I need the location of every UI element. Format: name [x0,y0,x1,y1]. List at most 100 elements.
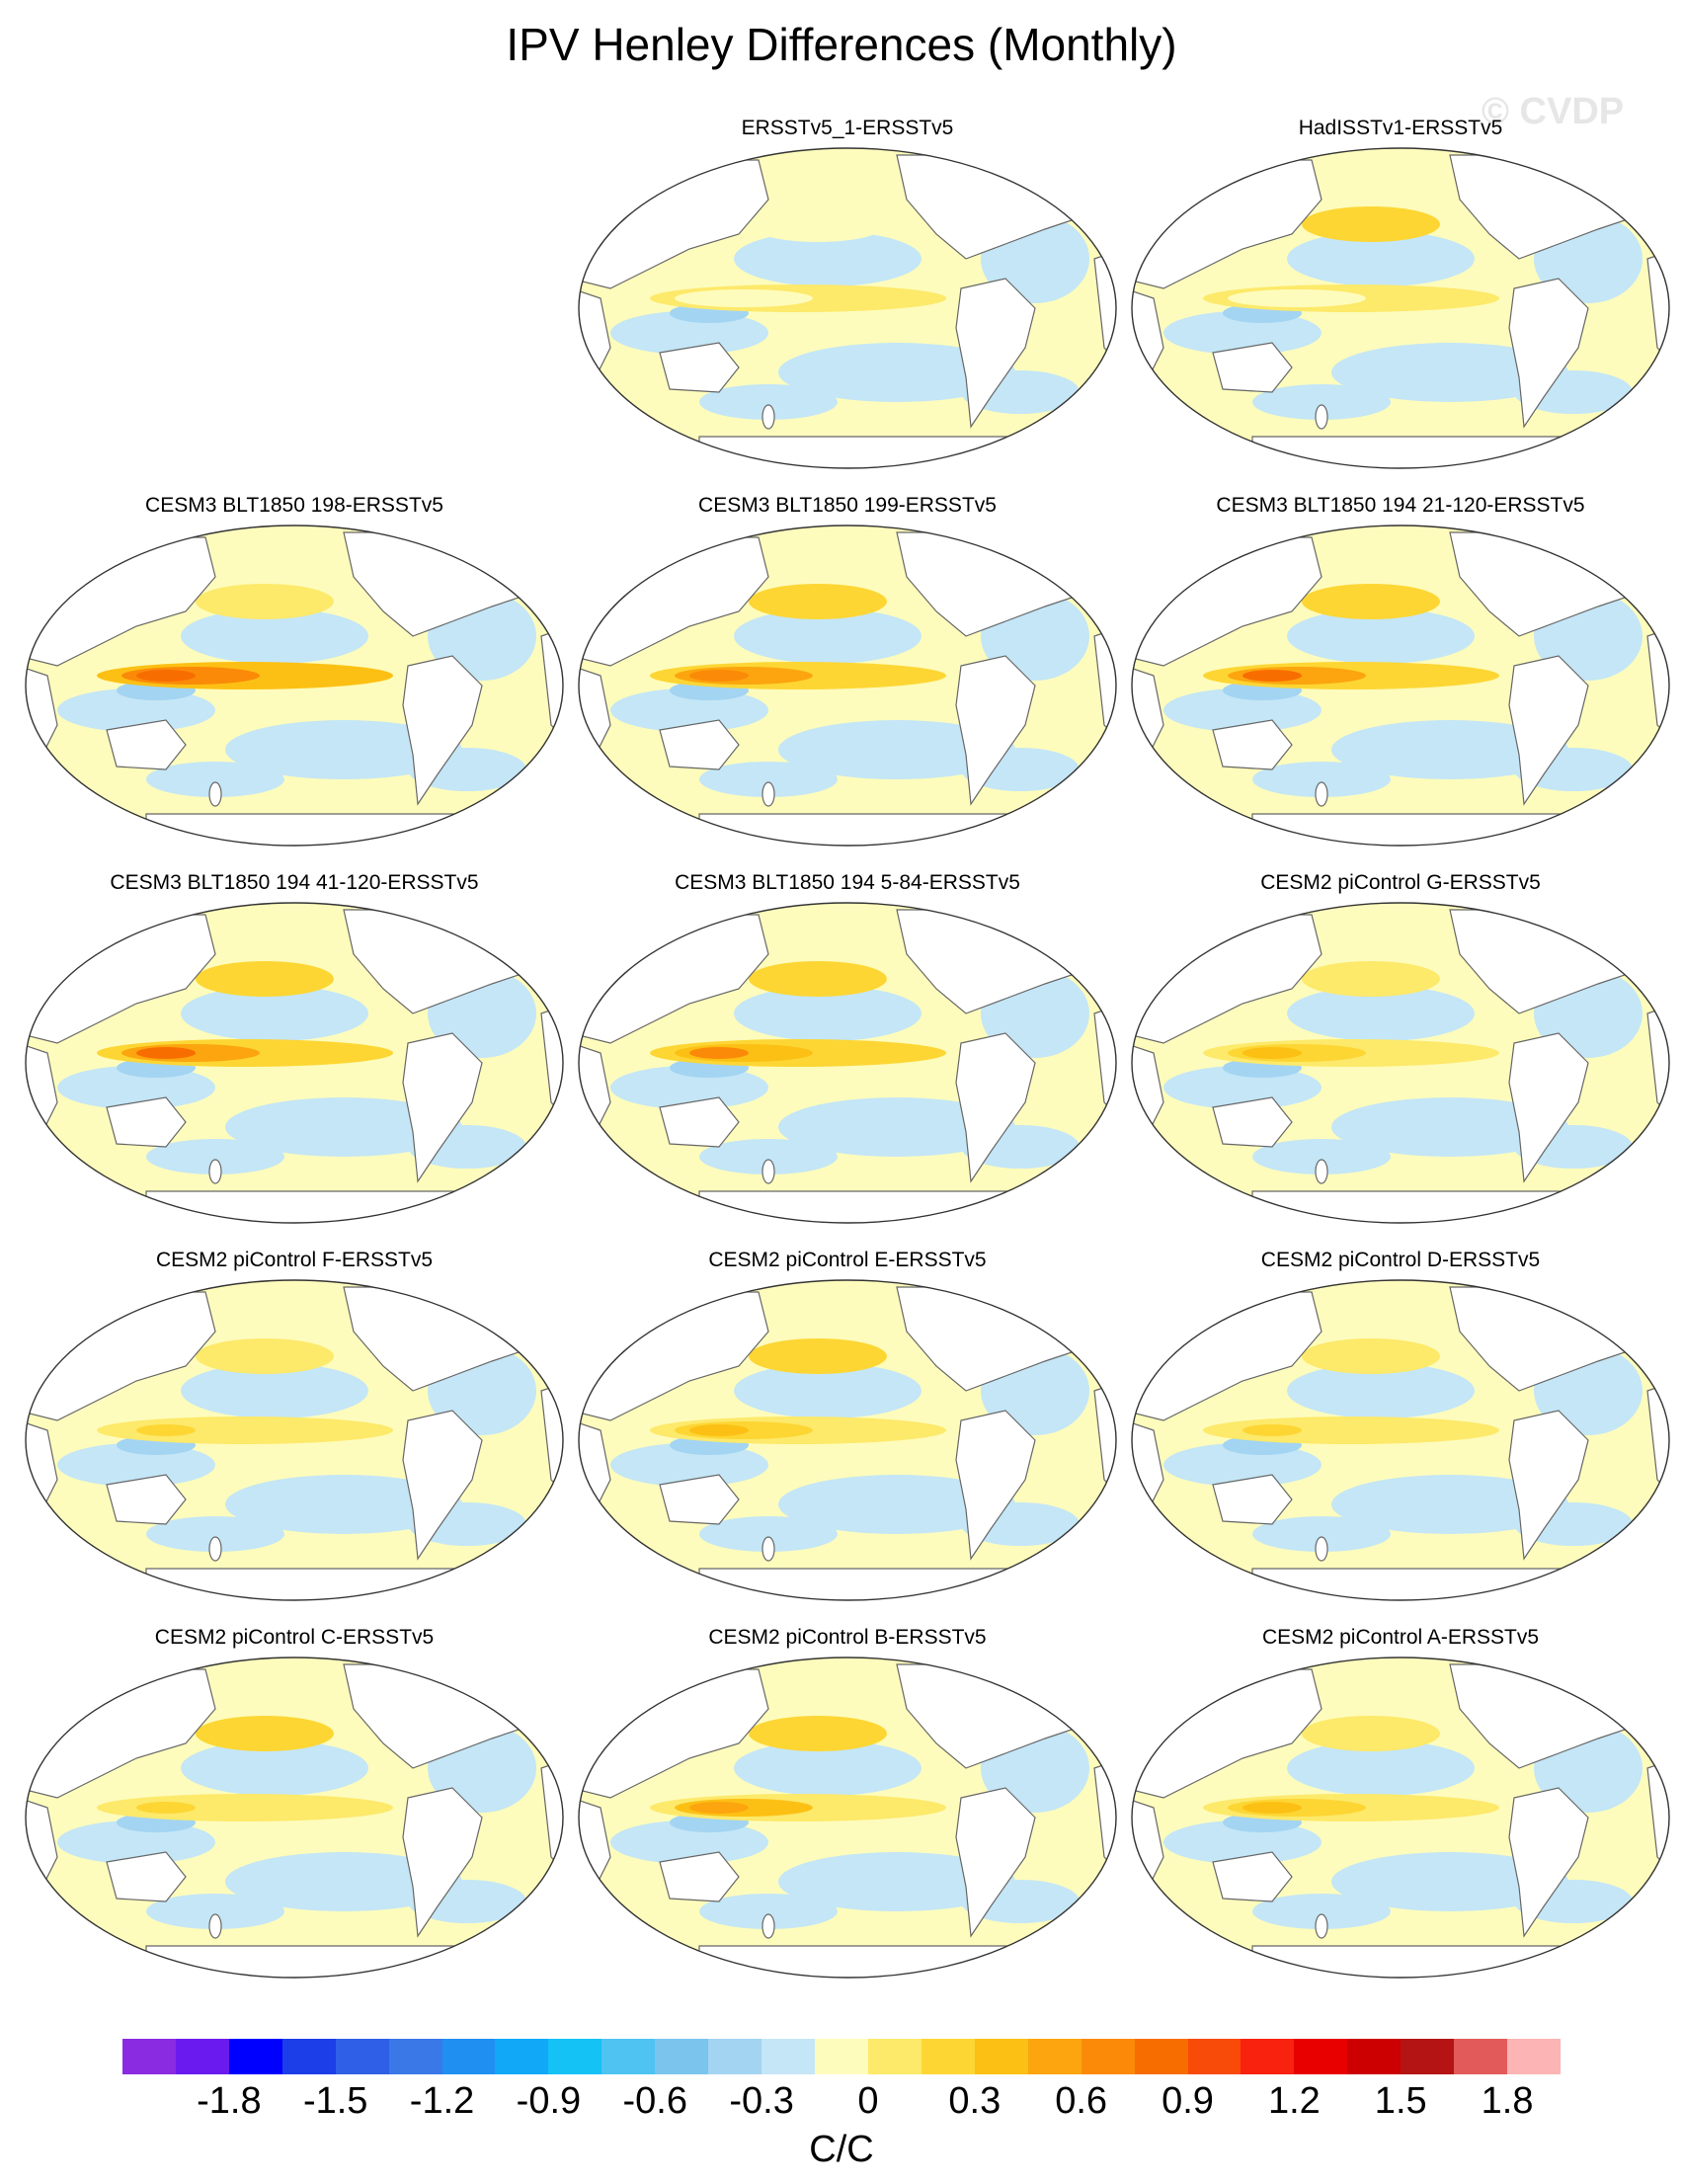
map-border [578,1657,1117,1979]
south-america-land [402,1787,483,1938]
map-border [1131,1657,1670,1979]
global-sst-map [1131,147,1670,469]
cool-anomaly-region [699,1139,838,1174]
colorbar-swatch [281,2039,337,2074]
colorbar-swatch [548,2039,602,2074]
colorbar-swatch [175,2039,230,2074]
north-pacific-anomaly [1302,584,1440,619]
cool-anomaly-region [146,762,284,797]
global-sst-map [25,1657,564,1979]
cool-anomaly-region [1252,762,1391,797]
north-pacific-anomaly [1302,206,1440,242]
cool-anomaly-region [1331,343,1568,402]
colorbar-tick-label: 0.3 [948,2080,1002,2122]
panel-title: CESM3 BLT1850 194 5-84-ERSSTv5 [675,871,1020,894]
cool-anomaly-region [146,1139,284,1174]
colorbar-tick-label: 0.6 [1055,2080,1108,2122]
new-zealand-land [208,1913,222,1939]
warm-pool-core [1242,670,1302,682]
colorbar-swatch [1507,2039,1562,2074]
map-panel: CESM3 BLT1850 194 41-120-ERSSTv5 [18,871,571,1237]
cool-anomaly-region [778,343,1015,402]
panel-title: CESM3 BLT1850 199-ERSSTv5 [698,494,997,517]
global-sst-map [25,902,564,1224]
cool-anomaly-region [181,986,368,1041]
map-field [1132,1658,1669,1978]
map-border [578,1279,1117,1601]
colorbar-tick-label: -0.3 [729,2080,794,2122]
cool-anomaly-region [1287,608,1475,664]
colorbar-swatch [1081,2039,1136,2074]
cool-anomaly-region [734,1363,922,1418]
panel-title: CESM3 BLT1850 194 21-120-ERSSTv5 [1216,494,1585,517]
watermark: © CVDP [1482,91,1625,132]
cool-anomaly-region [1163,688,1322,732]
colorbar-tick-label: -0.6 [622,2080,687,2122]
australia-land [106,719,187,770]
global-sst-map [1131,902,1670,1224]
north-pacific-anomaly [196,961,334,997]
colorbar-swatch [655,2039,709,2074]
map-border [25,1279,564,1601]
north-pacific-anomaly [196,1338,334,1374]
cool-anomaly-region [1163,1820,1322,1864]
cool-anomaly-region [699,762,838,797]
map-panel: CESM2 piControl A-ERSSTv5 [1124,1626,1677,1991]
north-pacific-anomaly [749,961,887,997]
colorbar-swatch [708,2039,762,2074]
south-america-land [402,1410,483,1561]
map-field [26,526,563,846]
colorbar-swatch [1401,2039,1455,2074]
map-field [579,1280,1116,1600]
warm-pool-core [1242,1802,1302,1814]
australia-land [106,1851,187,1902]
colorbar-swatch [441,2039,496,2074]
cool-anomaly-region [181,1363,368,1418]
cool-anomaly-region [1252,384,1391,420]
cool-anomaly-region [778,720,1015,779]
new-zealand-land [1315,1536,1328,1562]
colorbar-tick-label: 0 [857,2080,879,2122]
cool-anomaly-region [778,1475,1015,1534]
cool-anomaly-region [1163,311,1322,355]
map-border [25,525,564,847]
new-zealand-land [761,1536,775,1562]
cool-anomaly-region [734,986,922,1041]
colorbar-swatch [601,2039,656,2074]
colorbar-swatch [1454,2039,1508,2074]
cool-anomaly-region [181,608,368,664]
cool-anomaly-region [1331,1852,1568,1911]
panel-title: CESM2 piControl A-ERSSTv5 [1261,1626,1540,1649]
global-sst-map [1131,1657,1670,1979]
cool-anomaly-region [57,1066,215,1109]
global-sst-map [578,1657,1117,1979]
new-zealand-land [208,781,222,807]
australia-land [106,1096,187,1148]
australia-land [659,719,740,770]
north-pacific-anomaly [749,1716,887,1751]
colorbar-swatch [761,2039,816,2074]
cool-anomaly-region [1252,1516,1391,1552]
north-pacific-anomaly [1302,1338,1440,1374]
page-title: IPV Henley Differences (Monthly) [506,19,1177,70]
colorbar-swatch [921,2039,976,2074]
cool-anomaly-region [57,1820,215,1864]
map-border [25,1657,564,1979]
map-panel: CESM3 BLT1850 194 21-120-ERSSTv5 [1124,494,1677,859]
north-pacific-anomaly [196,1716,334,1751]
panel-title: CESM2 piControl F-ERSSTv5 [155,1249,434,1271]
australia-land [1212,342,1293,393]
map-panel: CESM2 piControl D-ERSSTv5 [1124,1249,1677,1614]
map-panel: CESM3 BLT1850 199-ERSSTv5 [571,494,1124,859]
north-pacific-anomaly [1302,961,1440,997]
cool-anomaly-region [225,720,462,779]
map-field [1132,526,1669,846]
map-field [579,526,1116,846]
warm-pool-core [136,670,196,682]
cool-anomaly-region [610,311,768,355]
cool-anomaly-region [1331,720,1568,779]
cool-anomaly-region [699,1894,838,1929]
australia-land [659,342,740,393]
warm-pool-core [689,1802,749,1814]
panel-title: CESM2 piControl D-ERSSTv5 [1260,1249,1541,1271]
